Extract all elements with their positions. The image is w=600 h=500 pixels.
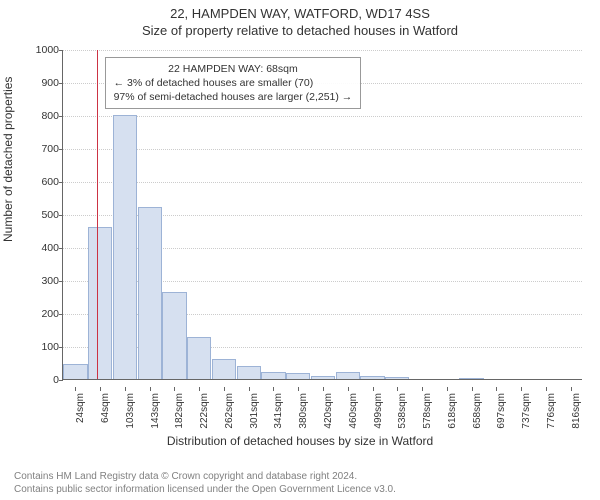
y-tick-label: 400 (25, 242, 59, 254)
chart-area: Number of detached properties 0100200300… (0, 42, 600, 452)
annotation-line: 97% of semi-detached houses are larger (… (114, 90, 353, 104)
chart-title-block: 22, HAMPDEN WAY, WATFORD, WD17 4SS Size … (0, 0, 600, 38)
y-tick-label: 600 (25, 176, 59, 188)
x-tick-mark (323, 387, 324, 391)
histogram-bar (261, 372, 285, 379)
histogram-bar (113, 115, 137, 379)
x-tick-mark (373, 387, 374, 391)
plot-region: 0100200300400500600700800900100024sqm64s… (62, 50, 582, 380)
x-tick-mark (422, 387, 423, 391)
x-tick-mark (496, 387, 497, 391)
y-tick-label: 100 (25, 341, 59, 353)
y-tick-mark (59, 149, 63, 150)
x-tick-label: 658sqm (472, 393, 483, 429)
x-tick-label: 103sqm (125, 393, 136, 429)
x-tick-label: 816sqm (571, 393, 582, 429)
x-tick-label: 776sqm (546, 393, 557, 429)
x-tick-label: 737sqm (521, 393, 532, 429)
x-tick-label: 143sqm (150, 393, 161, 429)
x-tick-mark (100, 387, 101, 391)
x-tick-mark (571, 387, 572, 391)
histogram-bar (360, 376, 384, 379)
x-tick-mark (174, 387, 175, 391)
x-tick-mark (348, 387, 349, 391)
x-tick-mark (150, 387, 151, 391)
gridline-h (63, 182, 582, 183)
histogram-bar (459, 378, 483, 379)
x-tick-label: 538sqm (397, 393, 408, 429)
y-tick-mark (59, 116, 63, 117)
x-tick-label: 380sqm (298, 393, 309, 429)
histogram-bar (385, 377, 409, 379)
x-tick-mark (521, 387, 522, 391)
y-tick-label: 900 (25, 77, 59, 89)
footer-attribution: Contains HM Land Registry data © Crown c… (0, 471, 600, 496)
y-axis-label: Number of detached properties (1, 77, 15, 242)
x-tick-mark (224, 387, 225, 391)
chart-title-main: 22, HAMPDEN WAY, WATFORD, WD17 4SS (0, 6, 600, 21)
x-tick-label: 24sqm (75, 393, 86, 423)
y-tick-mark (59, 380, 63, 381)
y-tick-label: 700 (25, 143, 59, 155)
histogram-bar (187, 337, 211, 379)
y-tick-mark (59, 83, 63, 84)
footer-line-1: Contains HM Land Registry data © Crown c… (14, 471, 600, 484)
x-axis-label: Distribution of detached houses by size … (0, 434, 600, 448)
x-tick-label: 420sqm (323, 393, 334, 429)
y-tick-mark (59, 248, 63, 249)
y-tick-label: 1000 (25, 44, 59, 56)
x-tick-label: 182sqm (174, 393, 185, 429)
y-tick-mark (59, 314, 63, 315)
y-tick-mark (59, 182, 63, 183)
x-tick-label: 697sqm (496, 393, 507, 429)
y-tick-mark (59, 281, 63, 282)
annotation-line: ← 3% of detached houses are smaller (70) (114, 76, 353, 90)
histogram-bar (162, 292, 186, 379)
y-tick-label: 0 (25, 374, 59, 386)
x-tick-label: 618sqm (447, 393, 458, 429)
histogram-bar (237, 366, 261, 379)
x-tick-mark (75, 387, 76, 391)
annotation-box: 22 HAMPDEN WAY: 68sqm← 3% of detached ho… (105, 57, 362, 110)
histogram-bar (286, 373, 310, 379)
y-tick-label: 800 (25, 110, 59, 122)
x-tick-label: 262sqm (224, 393, 235, 429)
x-tick-label: 64sqm (100, 393, 111, 423)
x-tick-mark (273, 387, 274, 391)
histogram-bar (212, 359, 236, 379)
x-tick-mark (125, 387, 126, 391)
y-tick-label: 300 (25, 275, 59, 287)
gridline-h (63, 50, 582, 51)
x-tick-mark (546, 387, 547, 391)
histogram-bar (63, 364, 87, 379)
histogram-bar (138, 207, 162, 379)
y-tick-label: 200 (25, 308, 59, 320)
x-tick-label: 341sqm (273, 393, 284, 429)
y-tick-mark (59, 50, 63, 51)
x-tick-label: 460sqm (348, 393, 359, 429)
footer-line-2: Contains public sector information licen… (14, 484, 600, 497)
x-tick-label: 301sqm (249, 393, 260, 429)
x-tick-mark (472, 387, 473, 391)
y-tick-label: 500 (25, 209, 59, 221)
x-tick-mark (298, 387, 299, 391)
histogram-bar (336, 372, 360, 379)
y-tick-mark (59, 347, 63, 348)
x-tick-label: 578sqm (422, 393, 433, 429)
x-tick-mark (447, 387, 448, 391)
x-tick-mark (397, 387, 398, 391)
histogram-bar (88, 227, 112, 379)
gridline-h (63, 149, 582, 150)
x-tick-label: 222sqm (199, 393, 210, 429)
chart-title-sub: Size of property relative to detached ho… (0, 23, 600, 38)
y-tick-mark (59, 215, 63, 216)
gridline-h (63, 116, 582, 117)
x-tick-label: 499sqm (373, 393, 384, 429)
annotation-line: 22 HAMPDEN WAY: 68sqm (114, 62, 353, 76)
histogram-bar (311, 376, 335, 379)
x-tick-mark (199, 387, 200, 391)
x-tick-mark (249, 387, 250, 391)
reference-line (97, 50, 98, 379)
